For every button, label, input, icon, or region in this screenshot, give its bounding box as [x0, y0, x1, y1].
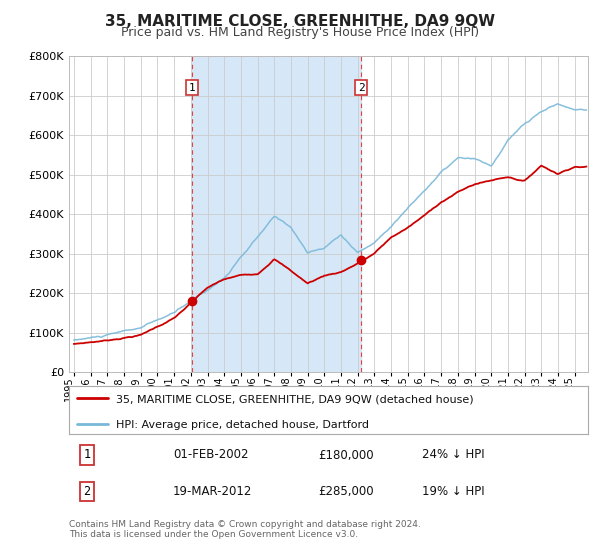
Text: 2013: 2013 [364, 376, 374, 401]
Text: 1999: 1999 [131, 376, 141, 401]
Text: 2000: 2000 [148, 376, 157, 401]
Text: 19% ↓ HPI: 19% ↓ HPI [422, 485, 485, 498]
Text: £285,000: £285,000 [318, 485, 374, 498]
Text: 2001: 2001 [164, 376, 174, 401]
Text: £180,000: £180,000 [318, 449, 374, 461]
Text: 2024: 2024 [548, 376, 558, 402]
Text: 2009: 2009 [298, 376, 308, 401]
Text: 35, MARITIME CLOSE, GREENHITHE, DA9 9QW: 35, MARITIME CLOSE, GREENHITHE, DA9 9QW [105, 14, 495, 29]
Text: 2010: 2010 [314, 376, 325, 401]
Text: 2015: 2015 [398, 376, 408, 402]
Text: 2016: 2016 [415, 376, 424, 401]
Text: HPI: Average price, detached house, Dartford: HPI: Average price, detached house, Dart… [116, 420, 369, 430]
Text: 2: 2 [358, 83, 365, 92]
Text: 1: 1 [189, 83, 196, 92]
Text: 2008: 2008 [281, 376, 291, 401]
Text: 2025: 2025 [565, 376, 575, 402]
Text: 2023: 2023 [531, 376, 541, 402]
Text: 2007: 2007 [264, 376, 274, 402]
Text: 2020: 2020 [481, 376, 491, 402]
Bar [192, 56, 361, 372]
Text: 2006: 2006 [248, 376, 257, 401]
Text: 2017: 2017 [431, 376, 441, 402]
Text: 1996: 1996 [80, 376, 91, 401]
Text: This data is licensed under the Open Government Licence v3.0.: This data is licensed under the Open Gov… [69, 530, 358, 539]
Text: 2014: 2014 [381, 376, 391, 401]
Text: 1: 1 [83, 449, 91, 461]
Text: 01-FEB-2002: 01-FEB-2002 [173, 449, 248, 461]
Text: 2: 2 [83, 485, 91, 498]
Text: Price paid vs. HM Land Registry's House Price Index (HPI): Price paid vs. HM Land Registry's House … [121, 26, 479, 39]
Text: 2003: 2003 [197, 376, 208, 401]
Text: 2011: 2011 [331, 376, 341, 401]
Text: 2022: 2022 [515, 376, 524, 402]
Text: 1995: 1995 [64, 376, 74, 401]
Text: 2019: 2019 [464, 376, 475, 401]
Text: 2005: 2005 [231, 376, 241, 402]
Text: 1997: 1997 [97, 376, 107, 401]
Text: 2004: 2004 [214, 376, 224, 401]
Text: Contains HM Land Registry data © Crown copyright and database right 2024.: Contains HM Land Registry data © Crown c… [69, 520, 421, 529]
Text: 2018: 2018 [448, 376, 458, 401]
Text: 35, MARITIME CLOSE, GREENHITHE, DA9 9QW (detached house): 35, MARITIME CLOSE, GREENHITHE, DA9 9QW … [116, 395, 473, 405]
Text: 2012: 2012 [348, 376, 358, 402]
Text: 2021: 2021 [498, 376, 508, 402]
Text: 2002: 2002 [181, 376, 191, 402]
Text: 19-MAR-2012: 19-MAR-2012 [173, 485, 252, 498]
Text: 1998: 1998 [114, 376, 124, 401]
Text: 24% ↓ HPI: 24% ↓ HPI [422, 449, 485, 461]
